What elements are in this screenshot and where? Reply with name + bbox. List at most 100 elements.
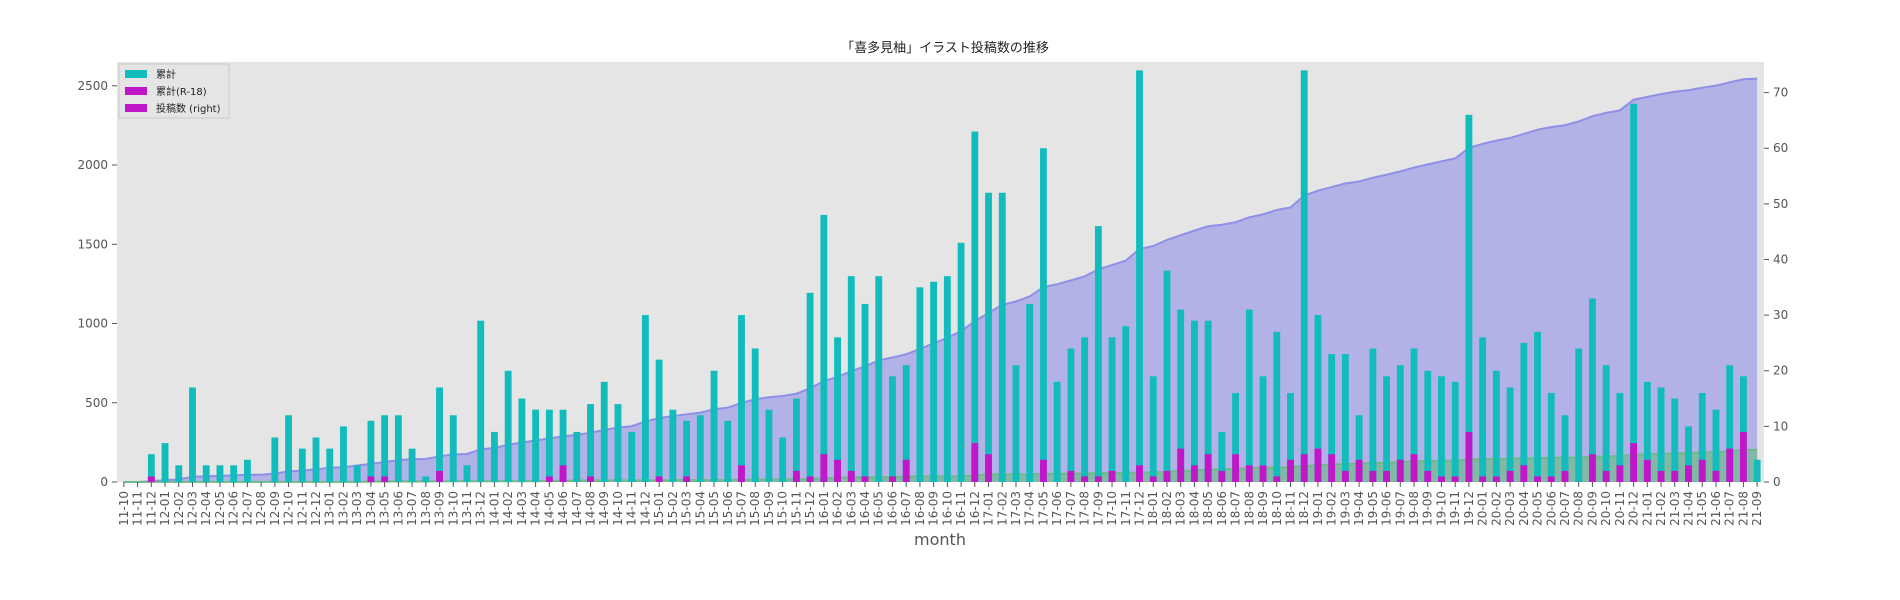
y-right-tick-label: 0 [1773, 475, 1781, 489]
y-left-tick-label: 0 [100, 475, 108, 489]
x-tick-label: 14-07 [570, 491, 584, 526]
y-right-tick-label: 30 [1773, 308, 1788, 322]
bar-posts-13-08 [422, 476, 430, 482]
x-tick-label: 14-02 [501, 491, 515, 526]
x-tick-label: 12-08 [254, 491, 268, 526]
y-left-tick-label: 1000 [77, 317, 108, 331]
bar-posts-14-12 [641, 315, 649, 482]
x-tick-label: 15-08 [748, 491, 762, 526]
x-tick-label: 20-01 [1476, 491, 1490, 526]
bar-posts-r18-21-08 [1739, 431, 1747, 482]
x-tick-label: 17-10 [1105, 491, 1119, 526]
bar-posts-17-02 [998, 192, 1006, 483]
bar-posts-15-10 [779, 437, 787, 482]
x-tick-label: 21-06 [1709, 491, 1723, 526]
bar-layer [147, 70, 1761, 483]
bar-posts-12-11 [298, 448, 306, 482]
bar-posts-r18-20-04 [1520, 465, 1528, 482]
bar-posts-18-08 [1245, 309, 1253, 482]
bar-posts-12-05 [216, 465, 224, 482]
x-tick-label: 21-05 [1695, 491, 1709, 526]
x-tick-label: 17-04 [1023, 491, 1037, 526]
bar-posts-r18-11-12 [147, 476, 155, 482]
bar-posts-r18-18-11 [1287, 459, 1294, 482]
x-tick-label: 12-07 [240, 491, 254, 526]
bar-posts-16-09 [930, 281, 938, 482]
bar-posts-21-09 [1753, 459, 1761, 482]
bar-posts-14-07 [573, 431, 581, 482]
bar-posts-13-07 [408, 448, 416, 482]
bar-posts-14-03 [518, 398, 526, 482]
bar-posts-21-08 [1739, 376, 1747, 482]
bar-posts-r18-19-09 [1424, 470, 1432, 482]
bar-posts-20-03 [1506, 387, 1514, 482]
bar-posts-19-04 [1355, 415, 1363, 482]
bar-posts-13-01 [326, 448, 334, 482]
x-tick-label: 20-02 [1489, 491, 1503, 526]
bar-posts-15-03 [683, 420, 691, 482]
x-tick-label: 18-11 [1283, 491, 1297, 526]
bar-posts-15-09 [765, 409, 773, 482]
x-tick-label: 16-11 [954, 491, 968, 526]
x-tick-label: 20-04 [1517, 491, 1531, 526]
x-tick-label: 12-05 [213, 491, 227, 526]
bar-posts-19-10 [1438, 376, 1445, 482]
bar-posts-20-11 [1616, 392, 1624, 482]
bar-posts-20-09 [1589, 298, 1596, 482]
bar-posts-15-08 [751, 348, 759, 482]
bar-posts-r18-14-08 [587, 476, 594, 482]
bar-posts-r18-20-07 [1561, 470, 1569, 482]
bar-posts-13-12 [477, 320, 485, 482]
x-tick-label: 15-04 [693, 491, 707, 526]
x-tick-label: 12-10 [282, 491, 296, 526]
x-tick-label: 16-05 [872, 491, 886, 526]
bar-posts-r18-18-01 [1149, 476, 1157, 482]
bar-posts-r18-19-05 [1369, 470, 1377, 482]
x-tick-label: 17-08 [1078, 491, 1092, 526]
bar-posts-r18-19-11 [1451, 476, 1459, 482]
x-tick-label: 15-05 [707, 491, 721, 526]
bar-posts-21-01 [1643, 381, 1651, 482]
bar-posts-20-10 [1602, 365, 1610, 482]
bar-posts-r18-20-06 [1547, 476, 1555, 482]
bar-posts-13-06 [394, 415, 402, 482]
y-axis-right: 0 10 20 30 40 50 60 70 [1764, 86, 1788, 489]
x-tick-label: 13-08 [419, 491, 433, 526]
bar-posts-18-03 [1177, 309, 1185, 482]
bar-posts-16-08 [916, 287, 924, 482]
x-tick-label: 14-10 [611, 491, 625, 526]
bar-posts-18-11 [1287, 392, 1294, 482]
bar-posts-r18-20-01 [1479, 476, 1487, 482]
x-tick-label: 18-03 [1174, 491, 1188, 526]
bar-posts-18-05 [1204, 320, 1212, 482]
bar-posts-17-10 [1108, 337, 1116, 482]
x-tick-label: 15-02 [666, 491, 680, 526]
x-tick-label: 15-09 [762, 491, 776, 526]
bar-posts-16-07 [902, 365, 910, 482]
x-tick-label: 13-06 [391, 491, 405, 526]
bar-posts-19-02 [1328, 354, 1336, 482]
bar-posts-20-05 [1534, 331, 1541, 482]
x-tick-label: 16-02 [831, 491, 845, 526]
bar-posts-r18-19-06 [1383, 470, 1390, 482]
legend-swatch [125, 104, 147, 112]
bar-posts-16-06 [889, 376, 896, 482]
x-tick-label: 17-06 [1050, 491, 1064, 526]
x-tick-label: 17-12 [1133, 491, 1147, 526]
x-tick-label: 15-06 [721, 491, 735, 526]
bar-posts-r18-21-04 [1685, 465, 1692, 482]
bar-posts-r18-19-08 [1410, 454, 1418, 482]
bar-posts-r18-17-10 [1108, 470, 1116, 482]
x-tick-label: 13-12 [474, 491, 488, 526]
bar-posts-16-01 [820, 214, 828, 483]
bar-posts-r18-19-12 [1465, 431, 1473, 482]
x-tick-label: 21-09 [1750, 491, 1764, 526]
bar-posts-r18-21-03 [1671, 470, 1679, 482]
x-tick-label: 15-03 [680, 491, 694, 526]
bar-posts-13-10 [449, 415, 457, 482]
x-tick-label: 11-10 [117, 491, 131, 526]
x-tick-label: 13-01 [323, 491, 337, 526]
bar-posts-r18-21-02 [1657, 470, 1665, 482]
bar-posts-16-03 [847, 276, 855, 482]
